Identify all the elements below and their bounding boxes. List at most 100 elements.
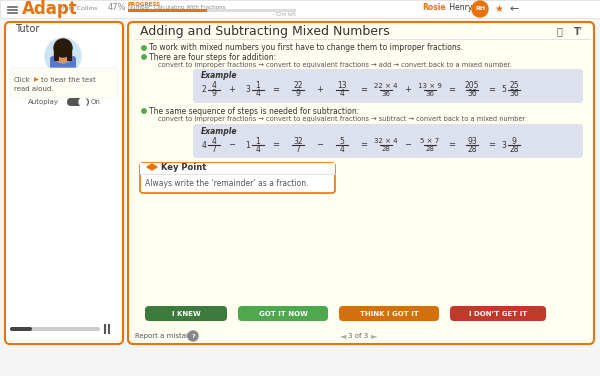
Text: =: = bbox=[361, 85, 367, 94]
Text: THINK I GOT IT: THINK I GOT IT bbox=[359, 311, 418, 317]
Text: 5: 5 bbox=[502, 85, 506, 94]
Polygon shape bbox=[147, 164, 157, 170]
FancyBboxPatch shape bbox=[193, 124, 583, 158]
Text: convert to improper fractions → convert to equivalent fractions → subtract → con: convert to improper fractions → convert … bbox=[158, 116, 525, 122]
Text: 4: 4 bbox=[212, 82, 217, 91]
Text: 36: 36 bbox=[382, 91, 391, 97]
Text: 36: 36 bbox=[509, 89, 519, 99]
Bar bbox=[128, 9, 207, 12]
Text: Example: Example bbox=[201, 71, 238, 80]
FancyBboxPatch shape bbox=[238, 306, 328, 321]
Text: 4: 4 bbox=[256, 89, 260, 99]
FancyBboxPatch shape bbox=[10, 68, 118, 98]
Text: 9: 9 bbox=[212, 89, 217, 99]
Text: =: = bbox=[449, 141, 455, 150]
Text: 3: 3 bbox=[502, 141, 506, 150]
Text: 36: 36 bbox=[467, 89, 477, 99]
Text: 22: 22 bbox=[293, 82, 303, 91]
Text: +: + bbox=[404, 85, 412, 94]
FancyBboxPatch shape bbox=[193, 69, 583, 103]
FancyBboxPatch shape bbox=[339, 306, 439, 321]
Text: Example: Example bbox=[201, 126, 238, 135]
Text: Henry: Henry bbox=[447, 3, 472, 12]
FancyBboxPatch shape bbox=[10, 327, 100, 331]
Bar bbox=[128, 9, 296, 12]
Text: ►: ► bbox=[371, 332, 377, 341]
Text: 4: 4 bbox=[202, 141, 206, 150]
FancyBboxPatch shape bbox=[50, 56, 76, 70]
Circle shape bbox=[54, 45, 72, 63]
Text: Tutor: Tutor bbox=[15, 24, 40, 34]
Text: 13 × 9: 13 × 9 bbox=[418, 83, 442, 89]
Text: −: − bbox=[317, 141, 323, 150]
Text: =: = bbox=[361, 141, 367, 150]
Bar bbox=[54, 51, 59, 61]
Text: Click: Click bbox=[14, 77, 31, 83]
Text: 4: 4 bbox=[256, 144, 260, 153]
FancyBboxPatch shape bbox=[10, 327, 32, 331]
FancyBboxPatch shape bbox=[128, 22, 594, 344]
Text: 28: 28 bbox=[425, 146, 434, 152]
Text: +: + bbox=[317, 85, 323, 94]
Text: ▶: ▶ bbox=[34, 77, 39, 82]
Text: 22 × 4: 22 × 4 bbox=[374, 83, 398, 89]
Text: Autoplay: Autoplay bbox=[28, 99, 59, 105]
Text: read aloud.: read aloud. bbox=[14, 86, 53, 92]
Bar bbox=[140, 163, 335, 174]
Text: Number: Calculating With Fractions: Number: Calculating With Fractions bbox=[128, 6, 226, 11]
Text: 1: 1 bbox=[256, 82, 260, 91]
Circle shape bbox=[188, 331, 198, 341]
Text: −: − bbox=[404, 141, 412, 150]
Text: 5: 5 bbox=[340, 136, 344, 146]
Bar bbox=[59, 54, 67, 62]
FancyBboxPatch shape bbox=[140, 163, 335, 193]
Text: 4: 4 bbox=[340, 144, 344, 153]
Text: to hear the text: to hear the text bbox=[41, 77, 96, 83]
Text: 1: 1 bbox=[256, 136, 260, 146]
Text: 3 of 3: 3 of 3 bbox=[348, 333, 368, 339]
Circle shape bbox=[45, 38, 81, 74]
Text: 36: 36 bbox=[425, 91, 434, 97]
Text: I DON’T GET IT: I DON’T GET IT bbox=[469, 311, 527, 317]
Text: The same sequence of steps is needed for subtraction:: The same sequence of steps is needed for… bbox=[149, 106, 359, 115]
Text: To work with mixed numbers you first have to change them to improper fractions.: To work with mixed numbers you first hav… bbox=[149, 44, 463, 53]
Text: from Collins: from Collins bbox=[60, 6, 97, 12]
Text: 4: 4 bbox=[340, 89, 344, 99]
Text: 205: 205 bbox=[465, 82, 479, 91]
Bar bbox=[67, 51, 72, 61]
Text: 28: 28 bbox=[382, 146, 391, 152]
Text: RH: RH bbox=[475, 6, 485, 12]
Text: ?: ? bbox=[191, 334, 195, 338]
Text: 4: 4 bbox=[212, 136, 217, 146]
Text: PROGRESS: PROGRESS bbox=[128, 2, 161, 6]
Text: Always write the ‘remainder’ as a fraction.: Always write the ‘remainder’ as a fracti… bbox=[145, 179, 308, 188]
Text: 7: 7 bbox=[296, 144, 301, 153]
Text: ★: ★ bbox=[494, 4, 503, 14]
Text: Adapt: Adapt bbox=[22, 0, 78, 18]
Text: Key Point: Key Point bbox=[161, 163, 206, 172]
Text: There are four steps for addition:: There are four steps for addition: bbox=[149, 53, 276, 62]
Text: convert to improper fractions → convert to equivalent fractions → add → convert : convert to improper fractions → convert … bbox=[158, 62, 512, 68]
Text: 28: 28 bbox=[509, 144, 519, 153]
Text: ~32m left: ~32m left bbox=[271, 12, 296, 18]
Text: Adding and Subtracting Mixed Numbers: Adding and Subtracting Mixed Numbers bbox=[140, 24, 389, 38]
Text: =: = bbox=[488, 141, 496, 150]
Circle shape bbox=[472, 1, 488, 17]
Text: 3: 3 bbox=[245, 85, 250, 94]
Circle shape bbox=[79, 98, 87, 106]
Circle shape bbox=[142, 109, 146, 113]
Text: 93: 93 bbox=[467, 136, 477, 146]
Text: I KNEW: I KNEW bbox=[172, 311, 200, 317]
FancyBboxPatch shape bbox=[450, 306, 546, 321]
Text: On: On bbox=[91, 99, 101, 105]
Text: Rosie: Rosie bbox=[422, 3, 446, 12]
FancyBboxPatch shape bbox=[5, 22, 123, 344]
Text: r: r bbox=[580, 26, 582, 32]
Text: T: T bbox=[574, 27, 581, 37]
Text: 32: 32 bbox=[293, 136, 303, 146]
Text: 32 × 4: 32 × 4 bbox=[374, 138, 398, 144]
Text: 2: 2 bbox=[202, 85, 206, 94]
Text: 13: 13 bbox=[337, 82, 347, 91]
Text: Report a mistake: Report a mistake bbox=[135, 333, 194, 339]
Text: 9: 9 bbox=[512, 136, 517, 146]
